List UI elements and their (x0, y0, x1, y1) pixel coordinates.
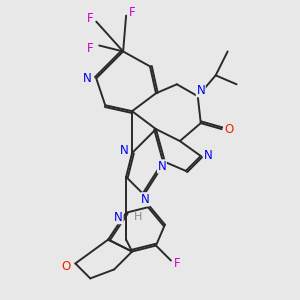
Text: N: N (120, 143, 129, 157)
Text: F: F (87, 42, 94, 55)
Text: N: N (204, 149, 213, 163)
Text: F: F (174, 257, 180, 270)
Text: F: F (87, 12, 94, 25)
Text: N: N (196, 84, 205, 97)
Text: N: N (83, 72, 92, 85)
Text: F: F (129, 6, 135, 19)
Text: H: H (134, 212, 142, 222)
Text: O: O (224, 123, 234, 136)
Text: O: O (62, 260, 71, 273)
Text: N: N (141, 193, 150, 206)
Text: N: N (114, 211, 123, 224)
Text: N: N (158, 160, 166, 173)
